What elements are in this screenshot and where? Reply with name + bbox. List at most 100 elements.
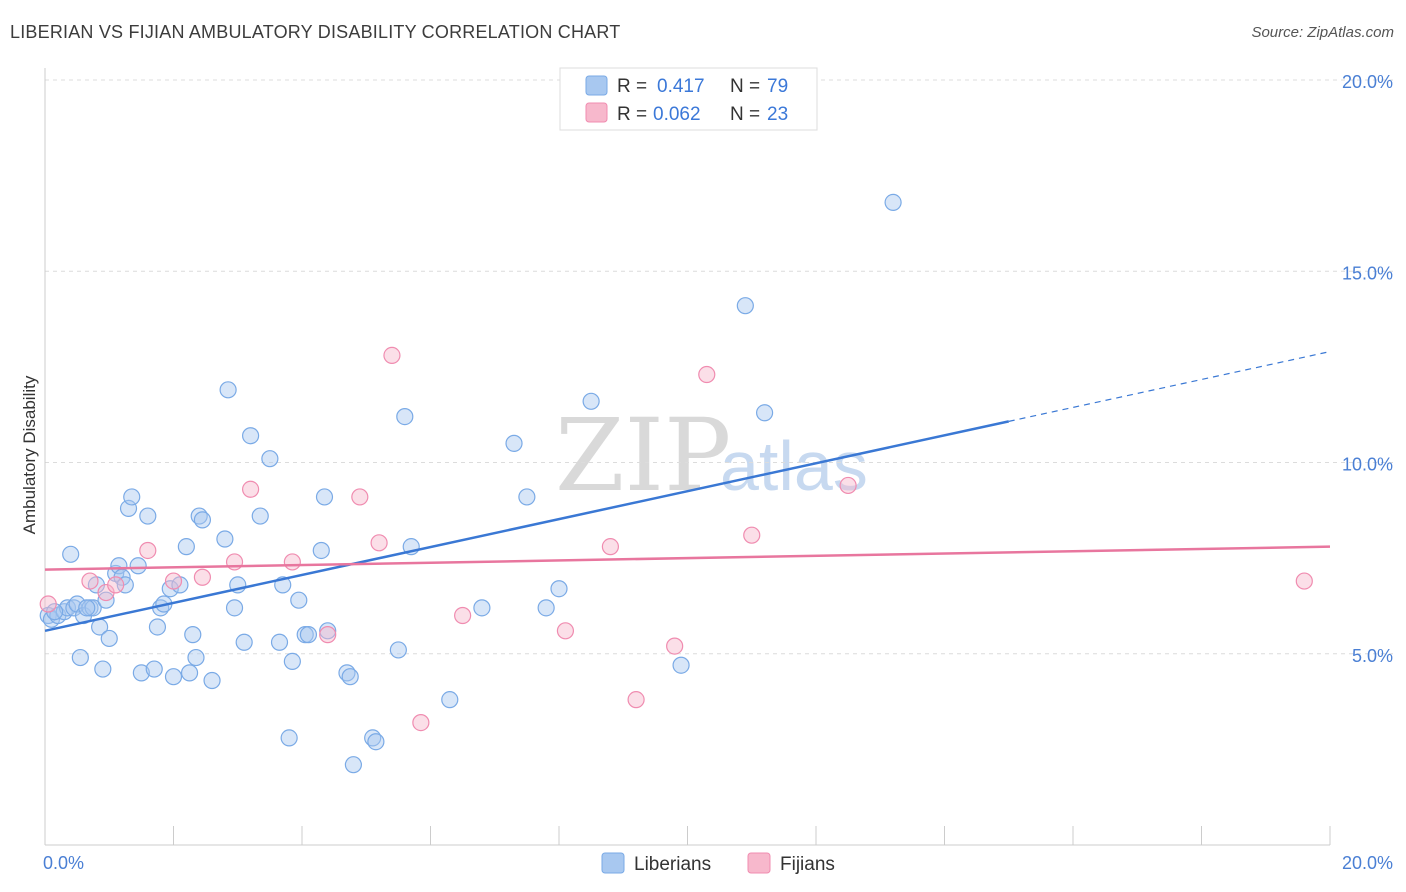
legend-r-label-fijians: R = xyxy=(617,104,647,125)
fijian-point-13 xyxy=(383,346,401,364)
fijians-trend-line xyxy=(44,545,1331,571)
fijian-point-10 xyxy=(319,626,337,644)
fijian-point-5 xyxy=(164,572,183,590)
bottom-legend-swatch-liberians xyxy=(601,852,625,874)
legend-r-value-liberians: 0.417 xyxy=(657,76,705,97)
liberian-point-71 xyxy=(736,297,754,315)
y-tick-label-3: 20.0% xyxy=(1342,72,1393,92)
liberian-point-30 xyxy=(164,668,183,686)
liberian-point-42 xyxy=(235,633,253,651)
fijian-point-16 xyxy=(556,622,575,640)
liberian-point-25 xyxy=(145,660,163,678)
x-tick-labels: 0.0% 20.0% xyxy=(43,853,1393,873)
liberian-point-70 xyxy=(672,656,690,674)
chart-source: Source: ZipAtlas.com xyxy=(1251,24,1394,41)
chart-title: LIBERIAN VS FIJIAN AMBULATORY DISABILITY… xyxy=(10,22,621,42)
legend-swatch-liberians xyxy=(585,75,608,96)
fijian-point-14 xyxy=(412,713,430,732)
liberian-point-68 xyxy=(550,580,568,598)
liberian-point-54 xyxy=(319,622,337,640)
liberian-point-75 xyxy=(78,599,96,617)
liberian-point-32 xyxy=(177,538,195,556)
watermark-zip: ZIP xyxy=(555,397,731,514)
liberian-point-72 xyxy=(755,404,774,422)
liberians-trend-line xyxy=(44,420,1010,633)
fijian-point-19 xyxy=(666,637,684,655)
fijian-point-12 xyxy=(370,534,388,552)
fijian-point-0 xyxy=(39,595,57,613)
liberian-point-14 xyxy=(94,660,112,678)
liberian-point-64 xyxy=(473,599,491,617)
liberian-point-16 xyxy=(100,629,118,648)
y-tick-label-0: 5.0% xyxy=(1352,646,1393,666)
liberian-point-78 xyxy=(270,633,289,651)
legend-r-value-fijians: 0.062 xyxy=(653,104,701,125)
fijian-point-11 xyxy=(351,488,369,506)
legend-n-label-liberians: N = xyxy=(730,76,760,97)
liberian-point-60 xyxy=(389,641,407,659)
liberian-point-44 xyxy=(251,507,269,525)
liberian-point-61 xyxy=(396,408,414,426)
bottom-legend-liberians: Liberians xyxy=(634,854,711,875)
liberian-point-34 xyxy=(184,626,202,644)
legend-swatch-fijians xyxy=(585,102,608,123)
liberian-point-21 xyxy=(123,488,141,506)
liberian-point-37 xyxy=(203,671,221,690)
liberian-point-59 xyxy=(367,733,385,751)
fijian-point-20 xyxy=(698,365,716,384)
trend-lines xyxy=(44,350,1331,633)
fijian-point-6 xyxy=(193,568,212,586)
liberian-point-33 xyxy=(180,664,199,682)
fijian-point-15 xyxy=(454,606,472,625)
legend-n-value-liberians: 79 xyxy=(767,76,788,97)
x-tick-label-0: 0.0% xyxy=(43,853,84,873)
liberian-point-76 xyxy=(116,576,134,594)
liberian-point-5 xyxy=(62,545,80,563)
liberian-point-67 xyxy=(537,599,555,617)
liberian-point-8 xyxy=(71,648,89,667)
liberian-point-77 xyxy=(187,648,205,667)
liberian-point-69 xyxy=(582,392,600,410)
grid-lines xyxy=(45,79,1395,655)
liberian-point-40 xyxy=(225,599,244,617)
legend-box: R = 0.417 N = 79 R = 0.062 N = 23 xyxy=(559,67,818,131)
liberian-point-52 xyxy=(312,541,330,560)
liberian-point-66 xyxy=(518,488,536,506)
liberian-point-38 xyxy=(216,530,234,548)
liberian-point-45 xyxy=(261,450,279,468)
liberian-point-26 xyxy=(148,618,167,636)
liberian-point-22 xyxy=(129,557,147,575)
fijian-point-4 xyxy=(139,541,157,560)
bottom-legend-swatch-fijians xyxy=(747,852,771,874)
fijian-point-18 xyxy=(627,691,645,709)
liberians-trend-extension xyxy=(1008,350,1331,422)
liberian-point-53 xyxy=(315,488,334,506)
liberian-point-43 xyxy=(242,427,260,445)
fijian-point-17 xyxy=(601,538,620,556)
liberian-point-65 xyxy=(505,434,523,452)
liberian-point-57 xyxy=(344,756,362,774)
legend-n-value-fijians: 23 xyxy=(767,104,788,125)
liberian-point-73 xyxy=(884,193,902,211)
fijian-point-1 xyxy=(81,572,99,590)
liberian-point-23 xyxy=(132,664,150,682)
y-tick-labels: 5.0% 10.0% 15.0% 20.0% xyxy=(1342,72,1393,666)
y-axis-title: Ambulatory Disability xyxy=(20,375,39,534)
liberian-point-49 xyxy=(290,591,308,609)
fijian-point-23 xyxy=(1295,572,1313,590)
legend-n-label-fijians: N = xyxy=(730,104,760,125)
fijian-point-9 xyxy=(283,553,301,571)
bottom-legend: Liberians Fijians xyxy=(601,852,835,875)
x-tick-label-1: 20.0% xyxy=(1342,853,1393,873)
liberian-point-4 xyxy=(58,599,77,617)
bottom-legend-fijians: Fijians xyxy=(780,854,835,875)
liberian-point-48 xyxy=(283,652,301,671)
liberian-point-24 xyxy=(139,507,157,525)
liberian-point-47 xyxy=(280,729,298,747)
fijian-point-3 xyxy=(107,576,125,594)
liberian-point-36 xyxy=(193,511,212,529)
liberian-point-11 xyxy=(84,599,102,617)
fijian-point-21 xyxy=(743,526,761,544)
liberian-point-39 xyxy=(219,381,237,399)
